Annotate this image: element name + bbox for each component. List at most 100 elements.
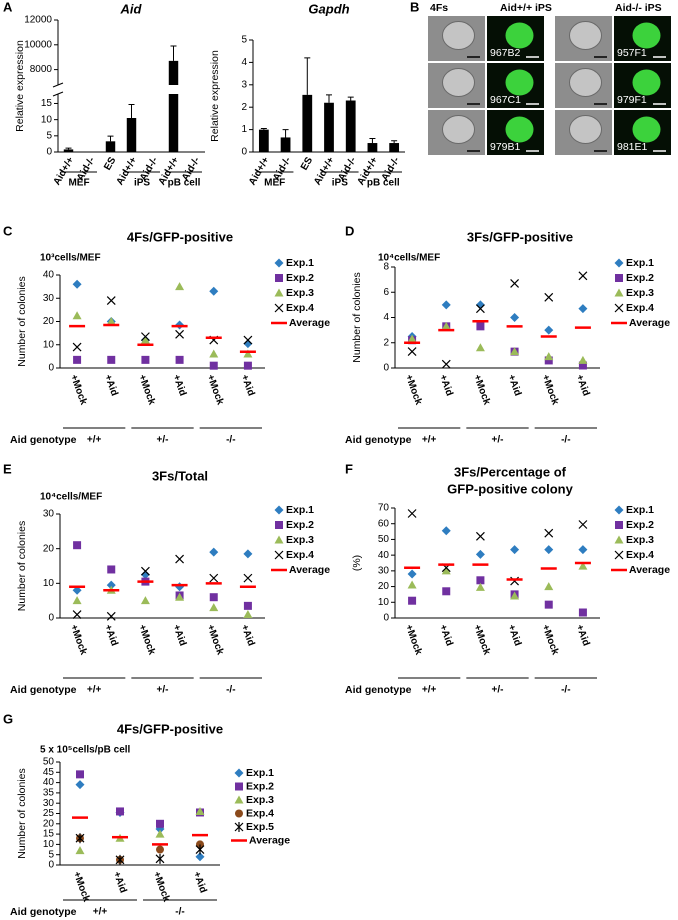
group-label: iPS bbox=[134, 178, 150, 189]
data-point bbox=[578, 355, 588, 364]
legend-label: Exp.2 bbox=[286, 519, 314, 531]
x-tick-label: +Aid bbox=[505, 373, 523, 397]
data-point bbox=[107, 565, 116, 574]
data-point bbox=[141, 355, 150, 364]
group-label: MEF bbox=[264, 178, 285, 189]
x-tick-label: +Mock bbox=[151, 870, 172, 904]
legend-marker bbox=[614, 550, 624, 560]
data-point bbox=[175, 282, 185, 291]
y-tick-label: 50 bbox=[43, 757, 55, 768]
y-tick-label: 12000 bbox=[24, 15, 52, 26]
data-point bbox=[72, 342, 82, 352]
data-point bbox=[475, 304, 485, 314]
legend-marker bbox=[275, 274, 283, 282]
bar bbox=[280, 137, 291, 152]
group-label: -/- bbox=[561, 685, 570, 696]
x-tick-label: +Mock bbox=[204, 373, 225, 407]
data-point bbox=[441, 321, 451, 330]
x-tick-label: +Mock bbox=[71, 870, 92, 904]
data-point bbox=[243, 349, 253, 358]
error-bar bbox=[128, 103, 135, 119]
chart-title: 3Fs/GFP-positive bbox=[467, 229, 573, 244]
group-label: +/- bbox=[157, 685, 169, 696]
y-tick-label: 0 bbox=[241, 147, 247, 158]
data-point bbox=[544, 582, 554, 591]
image-header: Aid-/- iPS bbox=[615, 2, 662, 14]
data-point bbox=[243, 601, 252, 610]
image-header: Aid+/+ iPS bbox=[500, 2, 552, 14]
y-tick-label: 15 bbox=[43, 829, 55, 840]
x-tick-label: +Mock bbox=[68, 373, 89, 407]
group-label: +/- bbox=[157, 435, 169, 446]
clone-label: 967B2 bbox=[490, 47, 521, 59]
legend-label: Exp.4 bbox=[246, 807, 274, 819]
panel-label: D bbox=[345, 223, 354, 238]
data-point bbox=[544, 528, 554, 538]
legend-label: Exp.1 bbox=[246, 767, 274, 779]
y-tick-label: 0 bbox=[383, 363, 389, 374]
y-axis-label: Number of colonies bbox=[16, 768, 28, 858]
y-tick-label: 10 bbox=[378, 597, 390, 608]
legend-label: Average bbox=[249, 834, 290, 846]
error-bar bbox=[65, 147, 72, 150]
data-point bbox=[578, 608, 587, 617]
chart-title: Gapdh bbox=[308, 1, 349, 16]
data-point bbox=[140, 570, 150, 580]
y-tick-label: 5 bbox=[241, 35, 247, 46]
panel-label: E bbox=[3, 461, 12, 476]
group-label: -/- bbox=[226, 685, 235, 696]
error-bar bbox=[170, 45, 177, 61]
y-tick-label: 40 bbox=[43, 270, 55, 281]
data-point bbox=[475, 549, 485, 559]
legend-label: Exp.1 bbox=[626, 257, 654, 269]
panel-label: F bbox=[345, 461, 353, 476]
data-point bbox=[75, 846, 85, 855]
gfp-colony bbox=[505, 69, 534, 96]
data-point bbox=[155, 829, 165, 838]
data-point bbox=[155, 853, 165, 864]
group-label: MEF bbox=[68, 178, 89, 189]
group-label: -/- bbox=[226, 435, 235, 446]
legend-label: Exp.1 bbox=[286, 504, 314, 516]
data-point bbox=[76, 770, 84, 779]
y-tick-label: 0 bbox=[48, 363, 54, 374]
data-point bbox=[156, 819, 164, 828]
group-label: +/- bbox=[492, 435, 504, 446]
y-tick-label: 70 bbox=[378, 503, 390, 514]
data-point bbox=[72, 311, 82, 320]
legend-label: Average bbox=[629, 564, 670, 576]
legend-label: Exp.3 bbox=[626, 534, 654, 546]
data-point bbox=[243, 573, 253, 583]
data-point bbox=[441, 300, 451, 310]
data-point bbox=[407, 569, 417, 579]
error-bar bbox=[391, 140, 398, 144]
y-tick-label: 20 bbox=[378, 581, 390, 592]
data-point bbox=[106, 317, 116, 325]
y-tick-label: 20 bbox=[43, 818, 55, 829]
unit-label: 5 x 10⁵cells/pB cell bbox=[40, 745, 131, 756]
data-point bbox=[408, 596, 417, 605]
phase-colony bbox=[442, 21, 475, 50]
y-axis-label: Number of colonies bbox=[16, 521, 28, 611]
bar bbox=[126, 118, 137, 152]
phase-colony bbox=[569, 115, 602, 144]
gfp-colony bbox=[632, 69, 661, 96]
phase-colony bbox=[442, 68, 475, 97]
data-point bbox=[510, 591, 520, 600]
legend-marker bbox=[274, 535, 284, 544]
y-tick-label: 30 bbox=[43, 798, 55, 809]
unit-label: 10⁴cells/MEF bbox=[378, 253, 440, 264]
group-label: pB cell bbox=[168, 178, 201, 189]
x-tick-label: +Aid bbox=[505, 623, 523, 647]
data-point bbox=[175, 355, 184, 364]
x-tick-label: +Aid bbox=[239, 373, 257, 397]
y-tick-label: 2 bbox=[383, 337, 389, 348]
data-point bbox=[72, 596, 82, 605]
data-point bbox=[175, 592, 185, 601]
data-point bbox=[209, 593, 218, 602]
y-tick-label: 0 bbox=[48, 860, 54, 871]
data-point bbox=[578, 561, 588, 570]
legend-marker bbox=[235, 809, 243, 818]
group-label: pB cell bbox=[367, 178, 400, 189]
legend-label: Average bbox=[629, 317, 670, 329]
